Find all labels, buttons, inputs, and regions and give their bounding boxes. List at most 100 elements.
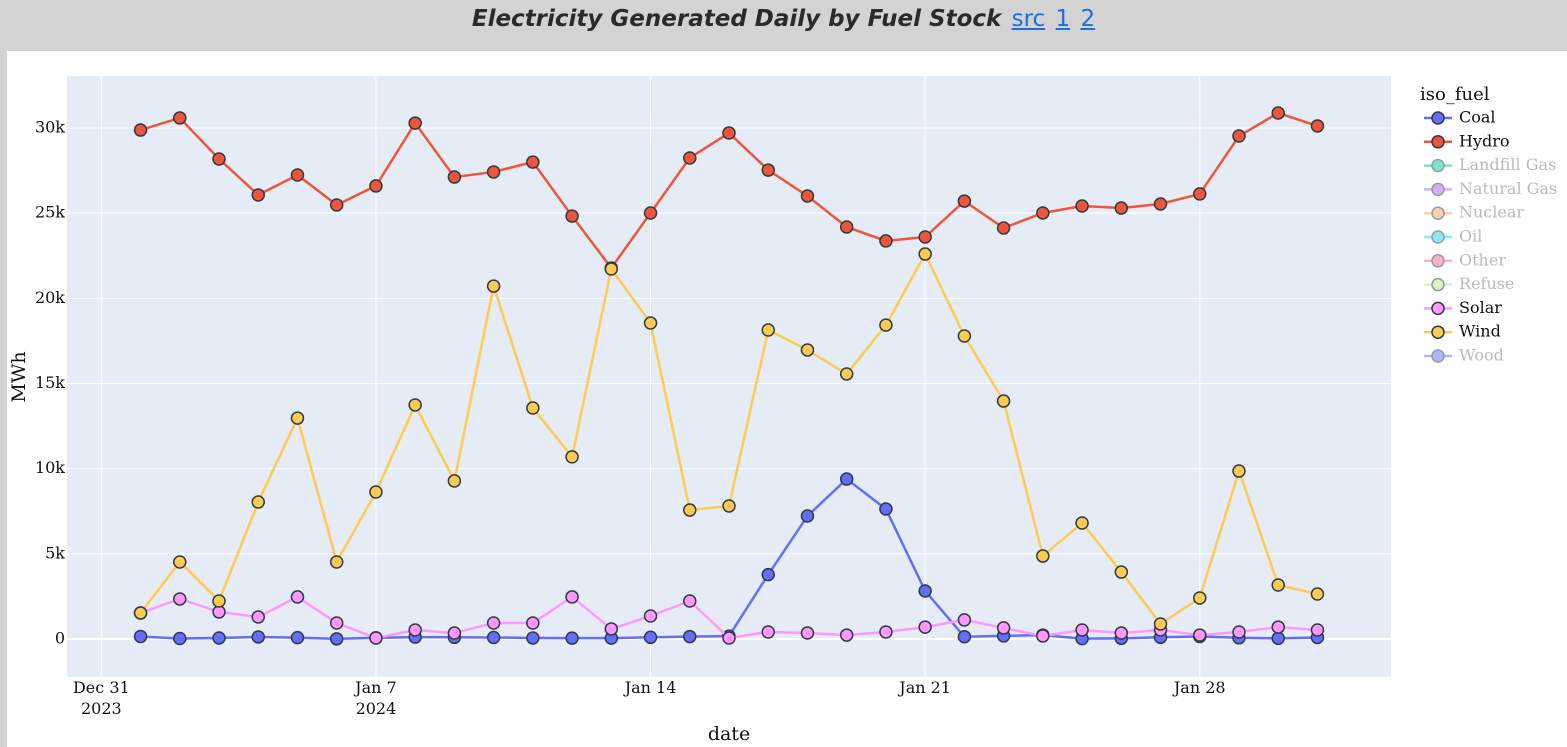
- data-point: [1153, 617, 1168, 631]
- data-point: [1193, 187, 1207, 201]
- data-point: [604, 262, 619, 276]
- legend-marker: [1431, 206, 1445, 220]
- data-point: [643, 630, 658, 645]
- legend-marker: [1431, 158, 1445, 173]
- legend-item[interactable]: Wind: [1424, 322, 1501, 341]
- data-point: [251, 610, 265, 624]
- legend-marker: [1431, 111, 1445, 125]
- data-point: [290, 590, 305, 604]
- data-point: [369, 485, 383, 499]
- y-axis-title: MWh: [8, 351, 30, 402]
- data-point: [1036, 629, 1050, 643]
- legend-item[interactable]: Oil: [1424, 227, 1482, 246]
- legend-label: Refuse: [1459, 274, 1514, 293]
- link[interactable]: src: [1011, 6, 1046, 32]
- data-point: [565, 209, 579, 223]
- data-point: [683, 503, 697, 517]
- data-point: [251, 630, 265, 644]
- x-tick-label: Dec 31 2023: [73, 678, 130, 718]
- data-point: [957, 329, 972, 343]
- data-point: [329, 616, 344, 630]
- legend-item[interactable]: Other: [1424, 250, 1506, 269]
- data-point: [565, 631, 579, 645]
- data-point: [604, 622, 619, 636]
- data-point: [722, 631, 736, 645]
- x-tick-label: Jan 14: [623, 678, 677, 697]
- data-point: [1271, 631, 1285, 646]
- data-point: [839, 220, 854, 234]
- data-point: [173, 555, 187, 569]
- data-point: [290, 168, 305, 182]
- data-point: [1075, 199, 1089, 213]
- data-point: [800, 509, 815, 523]
- data-point: [643, 206, 658, 220]
- data-point: [800, 626, 815, 640]
- legend-marker: [1431, 254, 1445, 268]
- data-point: [879, 234, 893, 248]
- legend-item[interactable]: Solar: [1424, 298, 1502, 317]
- data-point: [1153, 197, 1168, 211]
- legend-label: Nuclear: [1459, 203, 1524, 222]
- data-point: [369, 631, 383, 645]
- data-point: [526, 155, 540, 169]
- data-point: [957, 630, 972, 644]
- data-point: [879, 502, 893, 516]
- data-point: [879, 625, 893, 639]
- data-point: [565, 450, 579, 464]
- data-point: [133, 123, 148, 137]
- data-point: [329, 198, 344, 212]
- legend-item[interactable]: Landfill Gas: [1424, 155, 1556, 174]
- legend-item[interactable]: Nuclear: [1424, 203, 1524, 222]
- data-point: [1114, 201, 1129, 215]
- link[interactable]: 1: [1055, 6, 1071, 32]
- data-point: [761, 567, 775, 582]
- x-tick-label: Jan 28: [1172, 678, 1226, 697]
- data-point: [329, 555, 344, 569]
- legend-item[interactable]: Wood: [1424, 346, 1504, 365]
- data-point: [918, 247, 932, 261]
- data-point: [486, 165, 501, 179]
- legend-label: Hydro: [1459, 131, 1510, 150]
- link[interactable]: 2: [1080, 6, 1096, 32]
- header: Electricity Generated Daily by Fuel Stoc…: [0, 0, 1567, 40]
- data-point: [839, 628, 854, 642]
- data-point: [918, 620, 932, 634]
- data-point: [565, 590, 579, 604]
- legend-item[interactable]: Natural Gas: [1424, 179, 1557, 198]
- data-point: [1036, 206, 1050, 220]
- y-tick-label: 20k: [35, 288, 65, 307]
- y-tick-label: 15k: [35, 373, 65, 392]
- data-point: [839, 472, 854, 486]
- data-point: [447, 626, 462, 640]
- data-point: [1310, 587, 1325, 601]
- legend-marker: [1431, 277, 1445, 292]
- data-point: [1310, 623, 1325, 637]
- data-point: [1114, 565, 1129, 579]
- legend-item[interactable]: Refuse: [1424, 274, 1514, 293]
- data-point: [212, 594, 226, 608]
- data-point: [251, 495, 265, 509]
- data-point: [1075, 623, 1089, 637]
- legend-item[interactable]: Coal: [1424, 108, 1496, 127]
- legend-item[interactable]: Hydro: [1424, 131, 1510, 150]
- data-point: [1271, 578, 1285, 592]
- data-point: [839, 367, 854, 381]
- data-point: [486, 616, 501, 630]
- data-point: [722, 126, 736, 140]
- data-point: [133, 606, 148, 620]
- data-point: [290, 630, 305, 645]
- data-point: [408, 116, 422, 130]
- data-point: [1036, 549, 1050, 563]
- y-tick-label: 5k: [45, 543, 65, 562]
- data-point: [761, 163, 775, 177]
- data-point: [173, 592, 187, 606]
- x-axis-title: date: [708, 723, 750, 745]
- data-point: [447, 170, 462, 184]
- data-point: [486, 630, 501, 645]
- legend-label: Coal: [1459, 108, 1496, 127]
- legend-label: Other: [1459, 250, 1506, 269]
- data-point: [1114, 626, 1129, 640]
- data-point: [800, 343, 815, 357]
- data-point: [133, 629, 148, 644]
